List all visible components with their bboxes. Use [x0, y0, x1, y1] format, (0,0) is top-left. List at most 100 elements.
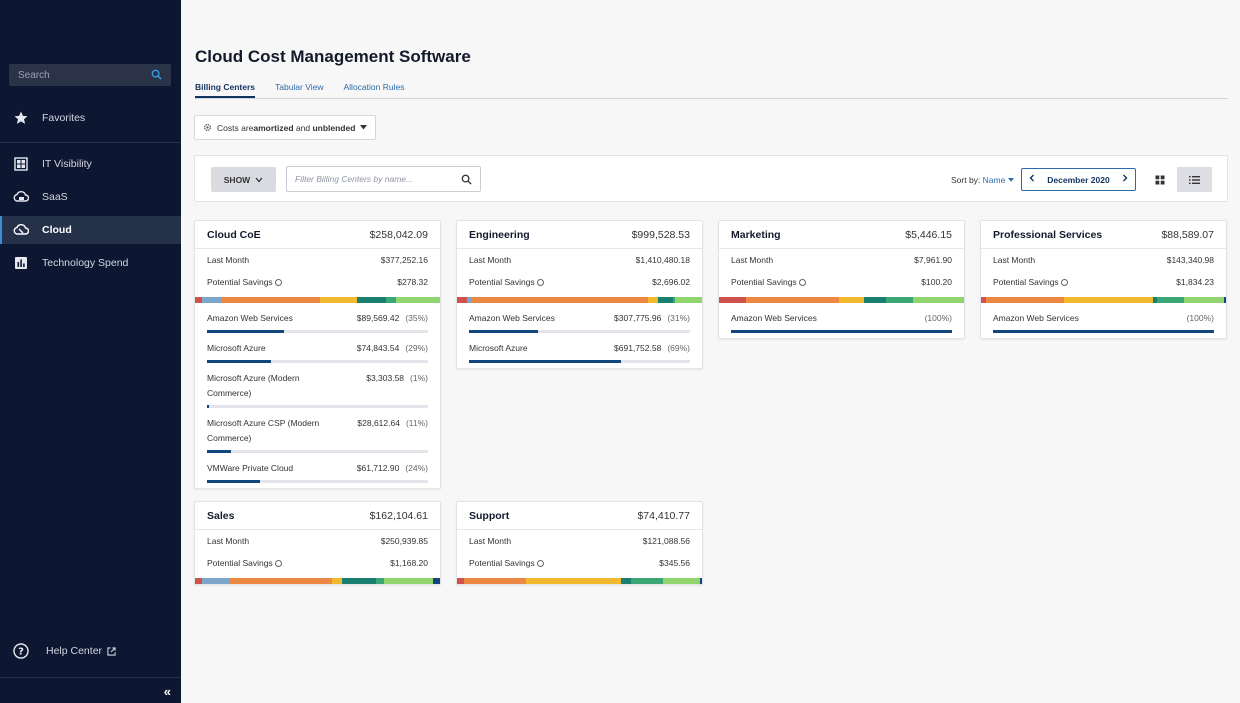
bar-segment [675, 297, 703, 303]
bar-segment [319, 297, 357, 303]
collapse-sidebar-button[interactable]: « [163, 684, 171, 699]
metric-label: Last Month [469, 255, 512, 265]
tab-billing-centers[interactable]: Billing Centers [195, 82, 255, 98]
help-center-label: Help Center [46, 645, 103, 657]
bar-segment [195, 578, 203, 584]
card-title[interactable]: Engineering [469, 228, 530, 241]
vendor-share-track [469, 360, 690, 363]
search-icon[interactable] [461, 174, 472, 185]
filter-placeholder: Filter Billing Centers by name... [295, 174, 414, 184]
list-item[interactable]: Amazon Web Services $89,569.42 (35%) [207, 303, 428, 333]
bar-segment [1157, 297, 1185, 303]
cloud-icon [13, 222, 29, 238]
bar-segment [719, 297, 746, 303]
card-header: Marketing $5,446.15 [719, 221, 964, 249]
info-icon[interactable] [798, 279, 806, 286]
chevron-right-icon[interactable] [1122, 174, 1128, 185]
card-total: $88,589.07 [1161, 228, 1214, 241]
info-icon[interactable] [1060, 279, 1068, 286]
card-title[interactable]: Support [469, 509, 510, 522]
billing-center-card[interactable]: Engineering $999,528.53 Last Month $1,410,4… [456, 220, 703, 369]
bar-segment [332, 578, 342, 584]
card-title[interactable]: Marketing [731, 228, 781, 241]
card-title[interactable]: Cloud CoE [207, 228, 261, 241]
sidebar-item-saas[interactable]: SaaS [0, 183, 181, 211]
bar-segment [885, 297, 913, 303]
card-title[interactable]: Sales [207, 509, 235, 522]
list-item[interactable]: Amazon Web Services (100%) [993, 303, 1214, 333]
month-picker[interactable]: December 2020 [1021, 168, 1136, 191]
svg-text:?: ? [18, 647, 24, 658]
card-header: Sales $162,104.61 [195, 502, 440, 530]
show-dropdown-button[interactable]: SHOW [211, 167, 276, 192]
cost-prefix: Costs are [217, 122, 254, 133]
bar-segment [1184, 297, 1224, 303]
info-icon[interactable] [274, 279, 282, 286]
bar-segment [229, 578, 333, 584]
list-item[interactable]: Microsoft Azure $74,843.54 (29%) [207, 333, 428, 363]
cost-settings-dropdown[interactable]: Costs are amortized and unblended [194, 115, 377, 140]
list-item[interactable]: Microsoft Azure CSP (Modern Commerce) $28… [207, 408, 428, 453]
card-total: $999,528.53 [631, 228, 690, 241]
billing-center-card[interactable]: Professional Services $88,589.07 Last Mont… [980, 220, 1227, 339]
vendor-list: Amazon Web Services (100%) [719, 303, 964, 338]
tab-tabular-view[interactable]: Tabular View [274, 82, 324, 92]
metric-value: $377,252.16 [380, 255, 428, 265]
filter-input[interactable]: Filter Billing Centers by name... [286, 166, 481, 192]
vendor-name: Amazon Web Services [993, 313, 1079, 323]
vendor-percent: (11%) [405, 418, 428, 428]
billing-center-card[interactable]: Sales $162,104.61 Last Month $250,939.85 Pot… [194, 501, 441, 585]
metric-label: Last Month [469, 536, 512, 546]
sidebar-item-favorites[interactable]: Favorites [0, 104, 181, 132]
billing-center-card[interactable]: Marketing $5,446.15 Last Month $7,961.90 Pot… [718, 220, 965, 339]
card-title[interactable]: Professional Services [993, 228, 1103, 241]
vendor-share-track [469, 330, 690, 333]
info-icon[interactable] [536, 279, 544, 286]
chevron-left-icon[interactable] [1029, 174, 1035, 185]
sidebar-divider [0, 677, 181, 678]
billing-center-card[interactable]: Cloud CoE $258,042.09 Last Month $377,252.1… [194, 220, 441, 489]
sidebar-item-label: Technology Spend [42, 257, 129, 269]
card-header: Engineering $999,528.53 [457, 221, 702, 249]
bar-segment [221, 297, 320, 303]
potential-savings-row: Potential Savings $100.20 [719, 271, 964, 293]
last-month-row: Last Month $143,340.98 [981, 249, 1226, 271]
caret-down-icon [360, 125, 368, 130]
list-item[interactable]: Amazon Web Services (100%) [731, 303, 952, 333]
sidebar-item-label: IT Visibility [42, 158, 92, 170]
page-title: Cloud Cost Management Software [195, 47, 471, 66]
info-icon[interactable] [536, 560, 544, 567]
vendor-percent: (35%) [405, 313, 428, 323]
bar-segment [525, 578, 622, 584]
sidebar-item-it-visibility[interactable]: IT Visibility [0, 150, 181, 178]
list-item[interactable]: Amazon Web Services $307,775.96 (31%) [469, 303, 690, 333]
info-icon[interactable] [274, 560, 282, 567]
bar-segment [630, 578, 663, 584]
vendor-list: Amazon Web Services $89,569.42 (35%) Micros… [195, 303, 440, 488]
sidebar-item-technology-spend[interactable]: Technology Spend [0, 249, 181, 277]
last-month-row: Last Month $250,939.85 [195, 530, 440, 552]
sidebar-item-cloud[interactable]: Cloud [0, 216, 181, 244]
bar-segment [657, 297, 673, 303]
last-month-row: Last Month $1,410,480.18 [457, 249, 702, 271]
vendor-share-fill [207, 360, 272, 363]
bar-segment [202, 578, 230, 584]
search-input[interactable]: Search [9, 64, 171, 86]
search-icon[interactable] [151, 69, 162, 82]
sort-control[interactable]: Sort by: Name [951, 174, 1014, 185]
potential-savings-row: Potential Savings $278.32 [195, 271, 440, 293]
sort-value[interactable]: Name [982, 175, 1006, 185]
list-view-button[interactable] [1177, 167, 1212, 192]
bar-segment [672, 297, 676, 303]
list-item[interactable]: Microsoft Azure (Modern Commerce) $3,303.… [207, 363, 428, 408]
billing-center-card[interactable]: Support $74,410.77 Last Month $121,088.56 Po… [456, 501, 703, 585]
bar-segment [383, 578, 433, 584]
list-item[interactable]: VMWare Private Cloud $61,712.90 (24%) [207, 453, 428, 483]
help-center-link[interactable]: ? Help Center [13, 643, 116, 659]
list-item[interactable]: Microsoft Azure $691,752.58 (69%) [469, 333, 690, 363]
bar-segment [985, 297, 1065, 303]
vendor-value: $89,569.42 [356, 313, 400, 323]
grid-view-button[interactable] [1142, 167, 1177, 192]
tab-allocation-rules[interactable]: Allocation Rules [343, 82, 405, 92]
metric-value: $7,961.90 [914, 255, 952, 265]
